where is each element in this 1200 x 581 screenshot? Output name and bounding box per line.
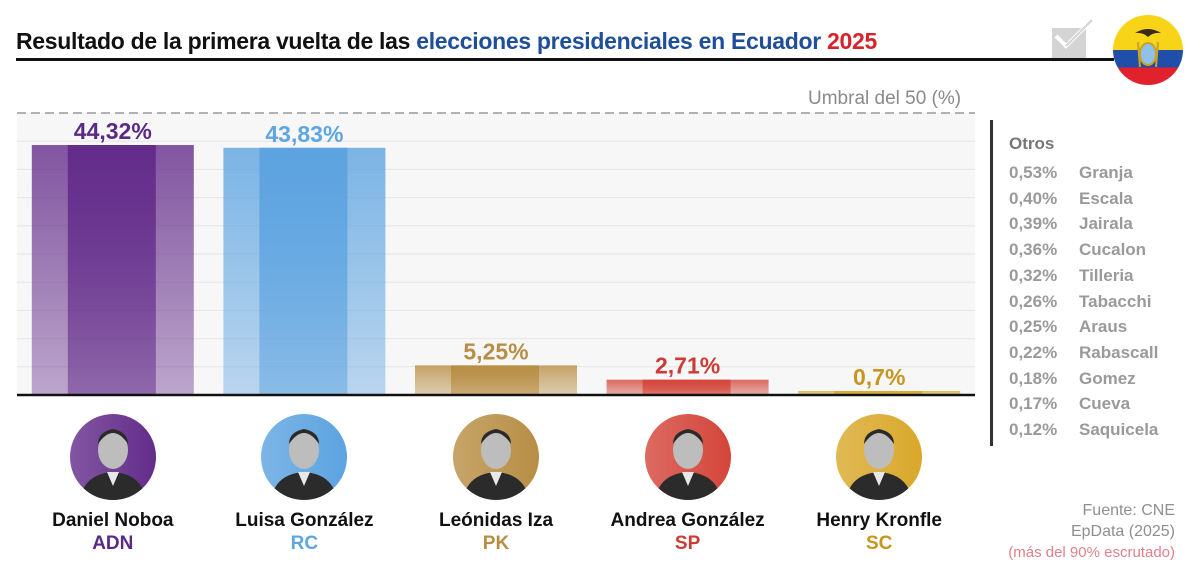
bar-value-label: 0,7% bbox=[853, 364, 905, 390]
candidate-name: Andrea González bbox=[610, 510, 765, 531]
others-item-name: Cucalon bbox=[1079, 240, 1147, 260]
others-item-name: Rabascall bbox=[1079, 342, 1159, 362]
bar-chart: 44,32% 43,83% 5,25% 2,71% 0,7% bbox=[17, 112, 975, 397]
source-note: Fuente: CNE EpData (2025) (más del 90% e… bbox=[1008, 500, 1175, 563]
others-item-pct: 0,12% bbox=[1009, 420, 1058, 439]
candidate-party: RC bbox=[290, 533, 319, 554]
others-item: 0,12% Saquicela bbox=[1009, 420, 1158, 440]
candidate-party: PK bbox=[482, 533, 510, 554]
candidate-card: Luisa González RC bbox=[204, 414, 404, 555]
others-item-pct: 0,17% bbox=[1009, 394, 1058, 414]
others-item-name: Jairala bbox=[1079, 214, 1133, 234]
others-item-pct: 0,40% bbox=[1009, 188, 1058, 208]
candidate-card: Daniel Noboa ADN bbox=[13, 414, 213, 555]
candidate-party: ADN bbox=[92, 533, 134, 554]
others-item: 0,25% Araus bbox=[1009, 317, 1127, 337]
others-item-name: Escala bbox=[1079, 188, 1133, 208]
candidate-card: Andrea González SP bbox=[588, 414, 788, 555]
candidate-name: Luisa González bbox=[235, 510, 374, 531]
bar-value-label: 2,71% bbox=[655, 353, 720, 379]
title-part-2: elecciones presidenciales en Ecuador bbox=[416, 28, 821, 54]
source-line: Fuente: CNE bbox=[1082, 502, 1175, 519]
bar-core-sp bbox=[642, 379, 731, 395]
others-item: 0,22% Rabascall bbox=[1009, 343, 1158, 363]
candidate-name: Daniel Noboa bbox=[52, 510, 174, 531]
title-part-1: Resultado de la primera vuelta de las bbox=[16, 28, 417, 54]
bar-value-label: 5,25% bbox=[463, 338, 528, 364]
person-portrait-icon bbox=[654, 429, 721, 500]
threshold-label: Umbral del 50 (%) bbox=[808, 88, 962, 109]
others-item-pct: 0,25% bbox=[1009, 317, 1058, 337]
title-year: 2025 bbox=[820, 28, 877, 54]
title-underline bbox=[16, 58, 1114, 61]
others-item-name: Araus bbox=[1079, 317, 1128, 337]
person-portrait-icon bbox=[79, 429, 146, 500]
others-item: 0,26% Tabacchi bbox=[1009, 292, 1151, 312]
others-item-pct: 0,22% bbox=[1009, 342, 1058, 362]
others-panel: Otros 0,53% Granja 0,40% Escala 0,39% Jairala… bbox=[990, 120, 1193, 446]
source-publisher: EpData (2025) bbox=[1070, 523, 1175, 540]
candidate-photo bbox=[644, 414, 731, 500]
bar-value-label: 44,32% bbox=[74, 118, 152, 144]
bar-core-adn bbox=[67, 145, 156, 395]
others-item-name: Gomez bbox=[1079, 368, 1136, 388]
others-item-pct: 0,26% bbox=[1009, 291, 1058, 311]
chart-title: Resultado de la primera vuelta de las el… bbox=[16, 28, 877, 55]
others-item-pct: 0,36% bbox=[1009, 240, 1058, 260]
candidate-card: Henry Kronfle SC bbox=[779, 414, 979, 555]
bar-value-label: 43,83% bbox=[265, 121, 343, 147]
others-item-pct: 0,18% bbox=[1009, 368, 1058, 388]
others-item: 0,40% Escala bbox=[1009, 189, 1133, 209]
others-item: 0,39% Jairala bbox=[1009, 214, 1133, 234]
bar-core-pk bbox=[451, 365, 539, 395]
others-item-name: Tabacchi bbox=[1079, 291, 1152, 311]
candidate-photo bbox=[261, 414, 348, 500]
count-note: (más del 90% escrutado) bbox=[1008, 544, 1175, 561]
bar-core-rc bbox=[259, 147, 348, 395]
ecuador-flag-icon bbox=[1113, 15, 1183, 85]
others-item-pct: 0,53% bbox=[1009, 163, 1058, 182]
others-item-pct: 0,32% bbox=[1009, 265, 1058, 285]
candidate-photo bbox=[836, 414, 923, 500]
bar-core-sc bbox=[834, 391, 923, 395]
ballot-check-icon bbox=[1052, 18, 1094, 58]
others-item: 0,53% Granja bbox=[1009, 163, 1133, 183]
person-portrait-icon bbox=[463, 429, 529, 500]
person-portrait-icon bbox=[271, 429, 338, 500]
others-item-name: Cueva bbox=[1079, 394, 1131, 414]
candidate-party: SC bbox=[865, 533, 893, 554]
others-item: 0,32% Tilleria bbox=[1009, 266, 1134, 286]
others-item: 0,18% Gomez bbox=[1009, 369, 1136, 389]
candidate-photo bbox=[69, 414, 156, 500]
candidate-name: Henry Kronfle bbox=[816, 510, 942, 531]
others-title: Otros bbox=[1009, 134, 1055, 153]
others-item-name: Tilleria bbox=[1079, 265, 1134, 285]
others-item-name: Saquicela bbox=[1079, 420, 1159, 439]
person-portrait-icon bbox=[846, 429, 913, 500]
others-item: 0,36% Cucalon bbox=[1009, 240, 1146, 260]
candidate-name: Leónidas Iza bbox=[438, 510, 554, 531]
others-item: 0,17% Cueva bbox=[1009, 394, 1130, 414]
others-item-name: Granja bbox=[1079, 163, 1133, 182]
candidate-party: SP bbox=[674, 533, 701, 554]
others-item-pct: 0,39% bbox=[1009, 214, 1058, 234]
candidate-photo bbox=[453, 414, 539, 500]
candidate-card: Leónidas Iza PK bbox=[396, 414, 596, 555]
